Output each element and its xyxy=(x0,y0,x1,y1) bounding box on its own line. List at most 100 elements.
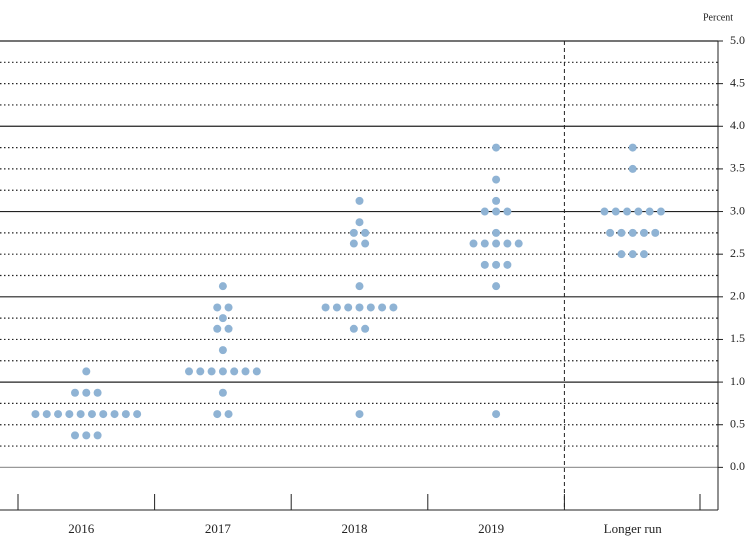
dot xyxy=(42,410,51,419)
dot xyxy=(492,239,501,248)
dot xyxy=(241,367,250,376)
dot xyxy=(218,388,227,397)
dot xyxy=(378,303,387,312)
dot xyxy=(82,388,91,397)
dot xyxy=(76,410,85,419)
y-tick-label: 2.5 xyxy=(730,246,745,260)
dot xyxy=(355,303,364,312)
dot xyxy=(503,260,512,269)
dot xyxy=(344,303,353,312)
dot xyxy=(492,143,501,152)
dot xyxy=(87,410,96,419)
dot xyxy=(628,143,637,152)
dot xyxy=(469,239,478,248)
y-tick-label: 4.0 xyxy=(730,118,745,132)
dot xyxy=(82,431,91,440)
dot xyxy=(640,250,648,259)
dot xyxy=(645,207,654,216)
dot xyxy=(218,346,227,355)
y-axis-label: Percent xyxy=(703,12,733,23)
y-tick-label: 1.0 xyxy=(730,374,745,388)
dot xyxy=(93,431,102,440)
dot xyxy=(54,410,63,419)
dot xyxy=(230,367,239,376)
dot xyxy=(133,410,142,419)
y-tick-label: 2.0 xyxy=(730,289,745,303)
dot xyxy=(514,239,523,248)
dot xyxy=(355,282,364,291)
y-tick-label: 3.5 xyxy=(730,161,745,175)
dot xyxy=(213,410,222,419)
dot xyxy=(93,388,102,397)
dot xyxy=(224,410,233,419)
x-tick-label: 2016 xyxy=(68,521,95,536)
x-tick-label: 2017 xyxy=(205,521,232,536)
dot xyxy=(218,367,227,376)
y-tick-label: 0.5 xyxy=(730,416,745,430)
dot xyxy=(640,228,648,237)
dot xyxy=(207,367,216,376)
x-tick-label: Longer run xyxy=(604,521,663,536)
dot xyxy=(389,303,398,312)
dot xyxy=(355,410,364,419)
dot xyxy=(480,260,489,269)
dot xyxy=(606,228,615,237)
dot xyxy=(218,282,227,291)
dot xyxy=(503,207,512,216)
x-tick-label: 2018 xyxy=(342,521,368,536)
dot xyxy=(361,228,370,237)
dot xyxy=(349,228,358,237)
dot xyxy=(213,303,222,312)
dot xyxy=(82,367,91,376)
y-tick-label: 5.0 xyxy=(730,33,745,47)
y-tick-label: 1.5 xyxy=(730,331,745,345)
dot xyxy=(628,250,637,259)
dot xyxy=(492,207,501,216)
dot xyxy=(600,207,609,216)
dot xyxy=(503,239,512,248)
dot xyxy=(196,367,205,376)
dot xyxy=(492,260,501,269)
dot xyxy=(110,410,119,419)
dot xyxy=(65,410,74,419)
dot xyxy=(480,207,489,216)
dot xyxy=(355,218,364,227)
dot xyxy=(628,228,637,237)
dot xyxy=(71,388,79,397)
dot xyxy=(321,303,330,312)
y-tick-label: 0.0 xyxy=(730,459,745,473)
dot xyxy=(656,207,665,216)
dot xyxy=(651,228,660,237)
dot xyxy=(332,303,341,312)
dot xyxy=(623,207,632,216)
dot xyxy=(617,250,626,259)
dot xyxy=(218,314,227,323)
dot xyxy=(628,164,637,173)
dot xyxy=(361,324,370,333)
dot xyxy=(480,239,489,248)
dot xyxy=(355,196,364,205)
dot xyxy=(213,324,222,333)
dot xyxy=(99,410,108,419)
dot xyxy=(611,207,620,216)
dot xyxy=(492,410,501,419)
dot xyxy=(121,410,130,419)
dot xyxy=(349,324,358,333)
dot xyxy=(617,228,626,237)
dot xyxy=(492,228,501,237)
y-tick-label: 3.0 xyxy=(730,203,745,217)
dot xyxy=(349,239,358,248)
dot xyxy=(492,175,501,184)
dot xyxy=(366,303,375,312)
dot xyxy=(492,282,501,291)
x-tick-label: 2019 xyxy=(478,521,504,536)
dot xyxy=(71,431,79,440)
dot xyxy=(492,196,501,205)
dot xyxy=(224,303,233,312)
dot xyxy=(252,367,261,376)
dot xyxy=(361,239,370,248)
dot xyxy=(31,410,40,419)
y-tick-label: 4.5 xyxy=(730,75,745,89)
dot xyxy=(224,324,233,333)
